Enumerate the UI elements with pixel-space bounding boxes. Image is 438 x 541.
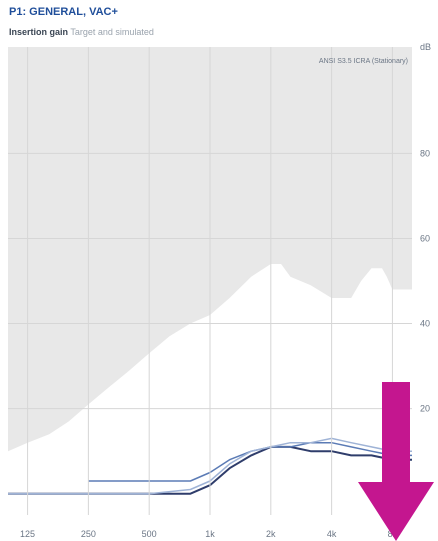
x-tick-label: 125 bbox=[20, 529, 35, 539]
x-tick-label: 1k bbox=[205, 529, 215, 539]
x-tick-label: 4k bbox=[327, 529, 337, 539]
page-title: P1: GENERAL, VAC+ bbox=[9, 6, 118, 18]
y-tick-label: 60 bbox=[420, 233, 430, 243]
down-arrow-icon bbox=[358, 382, 434, 541]
subtitle-strong: Insertion gain bbox=[9, 27, 69, 37]
arrow-head bbox=[358, 482, 434, 541]
subtitle-rest: Target and simulated bbox=[70, 27, 154, 37]
arrow-shaft bbox=[382, 382, 410, 482]
y-unit-label: dB bbox=[420, 42, 431, 52]
simulated-line-series-3 bbox=[8, 437, 412, 495]
x-tick-label: 500 bbox=[142, 529, 157, 539]
x-tick-label: 2k bbox=[266, 529, 276, 539]
x-tick-label: 250 bbox=[81, 529, 96, 539]
legend-label: ANSI S3.5 ICRA (Stationary) bbox=[319, 58, 408, 65]
y-tick-label: 20 bbox=[420, 404, 430, 414]
y-tick-label: 80 bbox=[420, 148, 430, 158]
y-tick-label: 40 bbox=[420, 319, 430, 329]
chart-subtitle: Insertion gain Target and simulated bbox=[9, 27, 154, 37]
